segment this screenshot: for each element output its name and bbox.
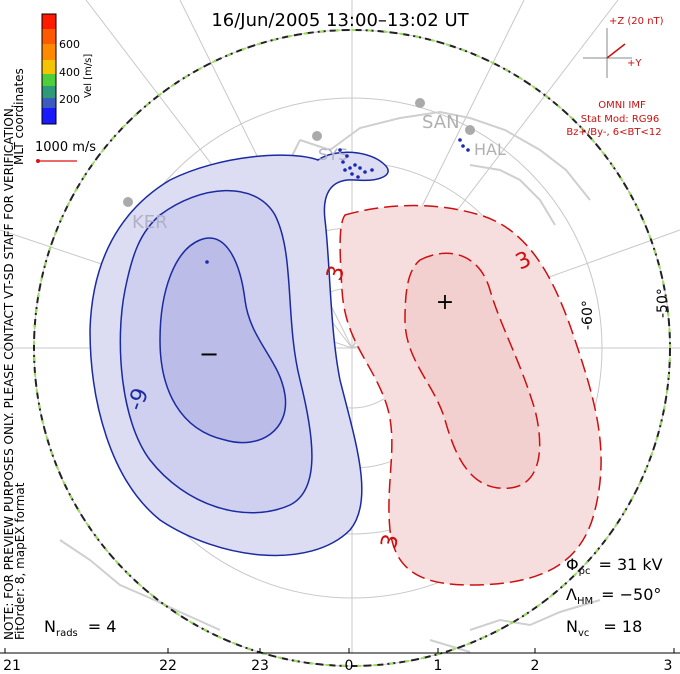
- colorbar-tick-200: 200: [59, 93, 80, 106]
- stat-lambda-hm: ΛHM = −50°: [566, 585, 661, 607]
- mlt-tick-1: 1: [434, 658, 443, 674]
- radar-site-hal: HAL: [474, 140, 506, 159]
- pos-contour-inner: [404, 252, 541, 489]
- radar-site-marker-hal: [465, 125, 475, 135]
- map-title: 16/Jun/2005 13:00–13:02 UT: [211, 10, 469, 31]
- coastlines: [59, 110, 601, 653]
- colorbar-label: Vel [m/s]: [83, 54, 94, 98]
- positive-potential-cell: [339, 204, 602, 586]
- velocity-vectors: [205, 138, 470, 264]
- velocity-colorbar: [41, 13, 57, 125]
- svg-text:Nrads= 4: Nrads = 4: [44, 617, 116, 639]
- stat-phi-pc: Φpc = 31 kV: [566, 555, 663, 577]
- imf-bin: Bz+/By-, 6<BT<12: [566, 127, 661, 138]
- radar-site-marker-ker: [123, 197, 133, 207]
- svg-text:Φpc= 31 kV: Φpc = 31 kV: [566, 555, 663, 577]
- mlt-tick-0: 0: [345, 658, 354, 674]
- svg-text:Nvc= 18: Nvc = 18: [566, 617, 642, 639]
- radar-site-marker-sys: [312, 131, 322, 141]
- imf-clock-dial: [583, 28, 632, 78]
- fit-info: FitOrder: 8, mapEX format: [13, 482, 27, 640]
- mlt-tick-marks: [4, 648, 675, 653]
- stat-n-vc: Nvc = 18: [566, 617, 642, 639]
- neg-contour-inner: [159, 237, 287, 444]
- mlt-tick-23: 23: [251, 658, 269, 674]
- radar-site-san: SAN: [422, 112, 460, 133]
- colorbar-tick-600: 600: [59, 38, 80, 51]
- imf-source: OMNI IMF: [598, 100, 646, 111]
- svg-text:ΛHM= −50°: ΛHM = −50°: [566, 585, 661, 607]
- imf-vector: [606, 43, 626, 59]
- hm-boundary-overlay: [33, 29, 671, 667]
- mlt-tick-2: 2: [531, 658, 540, 674]
- potential-max-marker: +: [436, 290, 454, 315]
- imf-z-label: +Z (20 nT): [609, 16, 664, 27]
- velocity-key-label: 1000 m/s: [35, 140, 96, 155]
- radar-site-marker-san: [415, 98, 425, 108]
- mlt-tick-3: 3: [664, 658, 673, 674]
- latitude-label-50: -50°: [655, 288, 671, 318]
- mlt-tick-22: 22: [159, 658, 177, 674]
- velocity-key-origin: [36, 159, 40, 163]
- contour-label-positive-c: 3: [377, 532, 405, 552]
- preview-note: NOTE: FOR PREVIEW PURPOSES ONLY. PLEASE …: [2, 104, 16, 640]
- stat-n-rads: Nrads = 4: [44, 617, 116, 639]
- potential-min-marker: −: [199, 340, 219, 368]
- coordinates-label: MLT coordinates: [12, 68, 26, 165]
- negative-potential-cell: [89, 151, 389, 557]
- latitude-label-60: -60°: [580, 300, 596, 330]
- radar-site-ker: KER: [132, 212, 168, 233]
- imf-stat-model: Stat Mod: RG96: [581, 114, 660, 125]
- radar-sites: [123, 98, 475, 207]
- imf-y-label: +Y: [627, 58, 642, 69]
- mlt-tick-21: 21: [3, 658, 21, 674]
- colorbar-tick-400: 400: [59, 66, 80, 79]
